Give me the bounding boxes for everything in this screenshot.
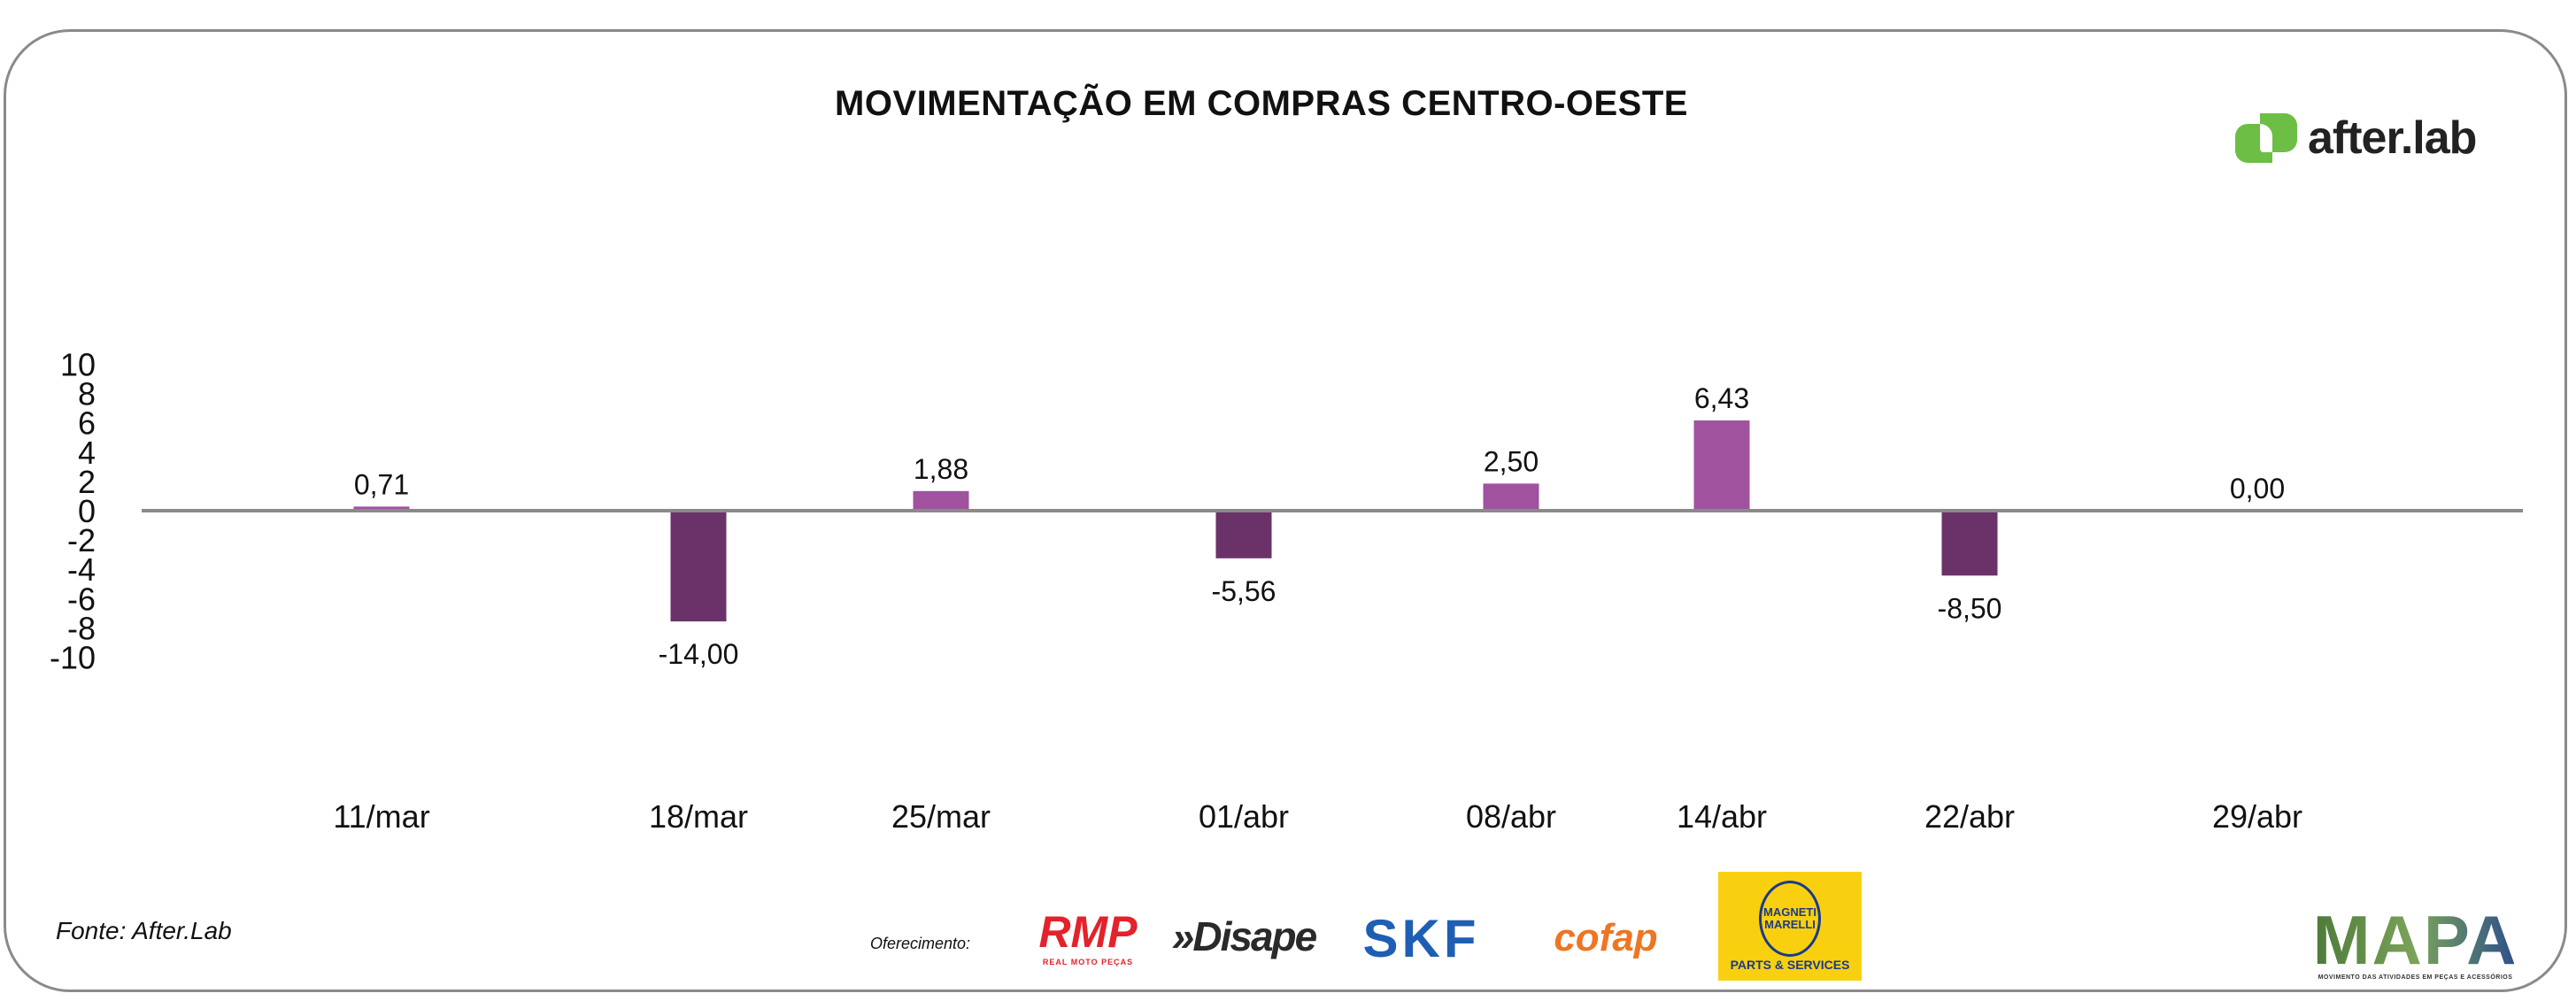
afterlab-logo-icon: [2235, 113, 2297, 163]
skf-logo: SKF: [1362, 908, 1480, 968]
afterlab-logo-text: after.lab: [2308, 112, 2477, 164]
y-tick-label: 4: [78, 435, 96, 471]
y-tick-label: 0: [78, 493, 96, 529]
disape-logo: »Disape: [1171, 913, 1317, 959]
data-label: -8,50: [1938, 592, 2002, 624]
data-label: -5,56: [1212, 575, 1276, 607]
mapa-logo-text: MAPA: [2312, 900, 2518, 979]
y-tick-label: 2: [78, 464, 96, 500]
y-tick-label: -4: [67, 551, 96, 588]
y-tick-label: -2: [67, 522, 96, 558]
data-label: 2,50: [1484, 445, 1539, 477]
data-label: -14,00: [659, 638, 739, 670]
bar: [1215, 511, 1272, 558]
x-tick-label: 22/abr: [1924, 798, 2015, 835]
x-tick-label: 29/abr: [2212, 798, 2302, 835]
chart-title: MOVIMENTAÇÃO EM COMPRAS CENTRO-OESTE: [835, 84, 1688, 123]
x-tick-label: 08/abr: [1466, 798, 1556, 835]
bar: [913, 490, 969, 511]
sponsor-label: Oferecimento:: [870, 935, 971, 952]
magneti-marelli-logo-subtext: PARTS & SERVICES: [1730, 958, 1850, 972]
afterlab-logo: after.lab: [2235, 112, 2477, 164]
magneti-marelli-logo: MAGNETI MARELLI PARTS & SERVICES: [1718, 872, 1862, 981]
mapa-logo: MAPA MOVIMENTO DAS ATIVIDADES EM PEÇAS E…: [2313, 900, 2517, 985]
bar: [1941, 511, 1998, 576]
chart-frame: [4, 29, 2567, 992]
y-tick-label: 6: [78, 405, 96, 442]
bar: [1483, 483, 1539, 511]
data-label: 0,00: [2230, 473, 2285, 504]
x-tick-label: 25/mar: [891, 798, 991, 835]
x-tick-label: 01/abr: [1199, 798, 1289, 835]
bar: [670, 511, 727, 622]
x-tick-label: 18/mar: [649, 798, 748, 835]
y-tick-label: -10: [50, 640, 96, 676]
data-label: 0,71: [354, 468, 409, 500]
mapa-logo-subtext: MOVIMENTO DAS ATIVIDADES EM PEÇAS E ACES…: [2318, 974, 2513, 981]
data-label: 1,88: [914, 453, 968, 485]
rmp-logo: RMP REAL MOTO PEÇAS: [1030, 907, 1145, 966]
x-tick-label: 14/abr: [1677, 798, 1767, 835]
source-note: Fonte: After.Lab: [56, 917, 232, 944]
rmp-logo-subtext: REAL MOTO PEÇAS: [1042, 958, 1134, 966]
magneti-marelli-logo-text: MAGNETI MARELLI: [1759, 881, 1821, 957]
bar: [353, 506, 410, 511]
cofap-logo: cofap: [1554, 916, 1658, 959]
bar: [1693, 420, 1750, 511]
rmp-logo-text: RMP: [1038, 907, 1138, 957]
y-tick-label: 10: [60, 347, 96, 383]
y-tick-label: -8: [67, 610, 96, 646]
y-tick-label: 8: [78, 376, 96, 412]
data-label: 6,43: [1694, 382, 1749, 414]
x-tick-label: 11/mar: [333, 798, 429, 835]
y-tick-label: -6: [67, 581, 96, 617]
